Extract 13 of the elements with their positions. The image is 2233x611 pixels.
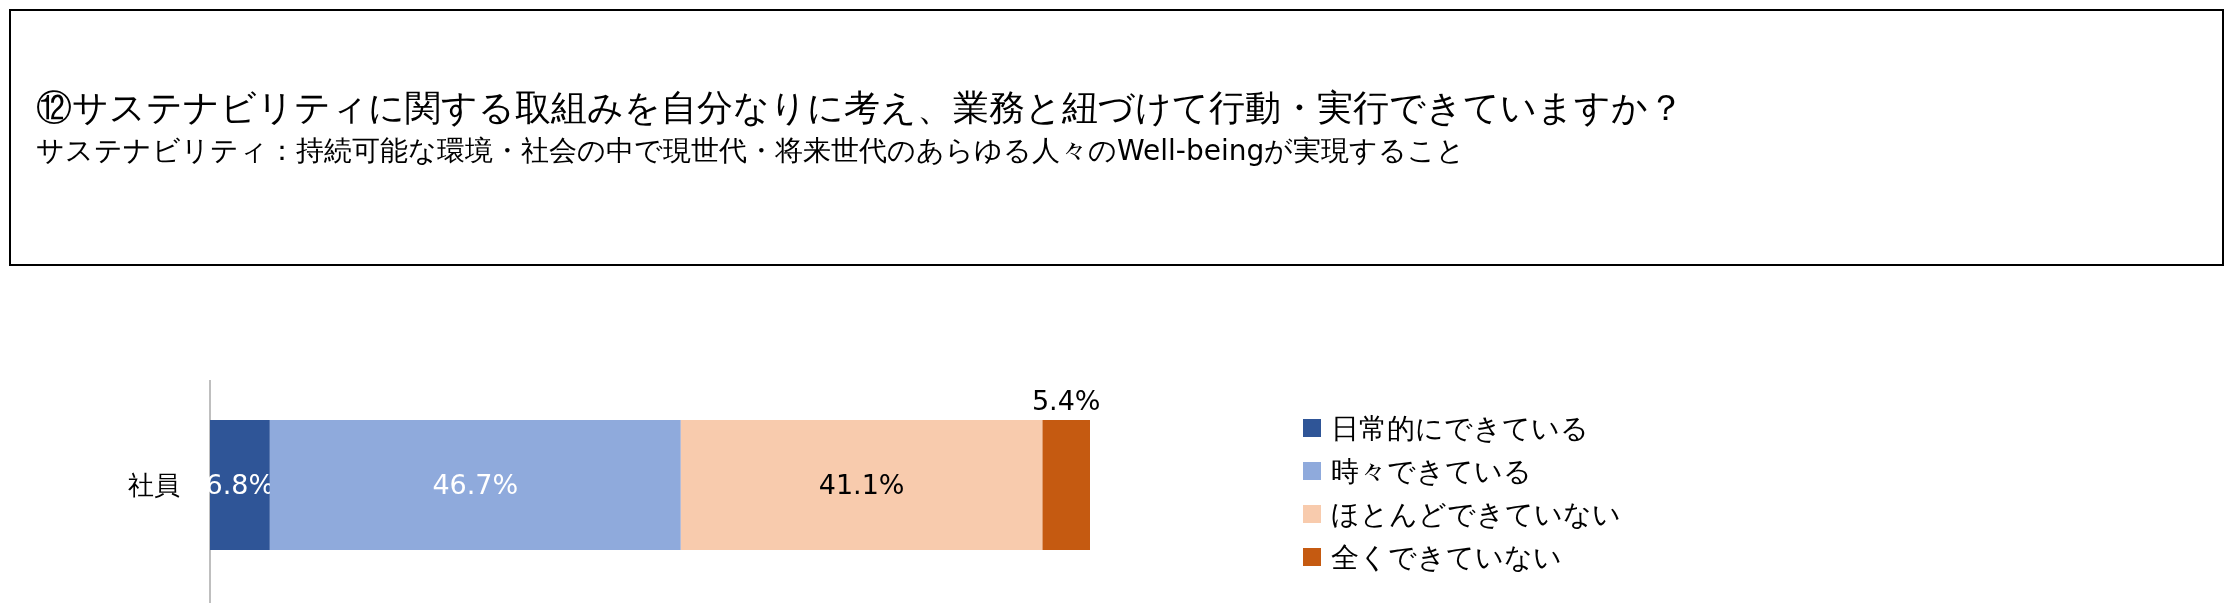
bar	[269, 420, 681, 550]
legend-label: 日常的にできている	[1331, 411, 1589, 445]
legend-label: ほとんどできていない	[1331, 497, 1621, 531]
y-tick-label: 社員	[128, 470, 180, 501]
data-label: 46.7%	[432, 469, 519, 501]
chart-title: ⑫サステナビリティに関する取組みを自分なりに考え、業務と紐づけて行動・実行できていますか？	[36, 87, 1684, 128]
bar	[1042, 420, 1090, 550]
data-label: 5.4%	[1031, 385, 1101, 416]
data-label: 41.1%	[818, 469, 905, 501]
chart-subtitle: サステナビリティ：持続可能な環境・社会の中で現世代・将来世代のあらゆる人々のWell-beingが実現すること	[36, 133, 1467, 169]
bar	[680, 420, 1043, 550]
legend-label: 全くできていない	[1331, 540, 1562, 574]
legend-label: 時々できている	[1331, 454, 1532, 488]
